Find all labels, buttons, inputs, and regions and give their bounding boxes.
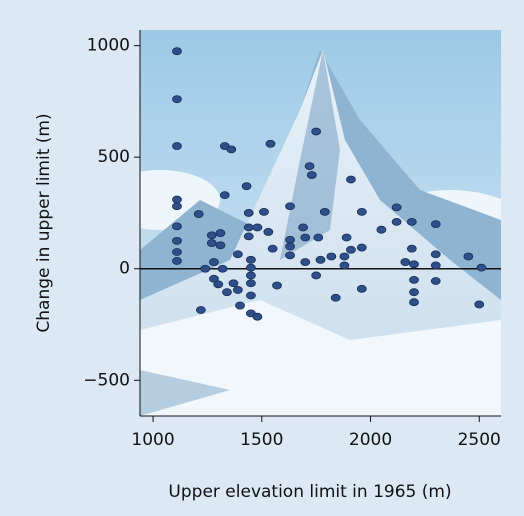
point — [215, 241, 226, 250]
point — [265, 139, 276, 148]
point — [376, 225, 387, 234]
point — [300, 258, 311, 266]
point — [430, 261, 441, 270]
point — [209, 258, 219, 266]
point — [215, 229, 226, 237]
point — [206, 231, 217, 240]
point — [311, 271, 322, 280]
point — [315, 255, 326, 264]
point — [330, 293, 341, 302]
point — [285, 235, 295, 244]
y-tick-label: 0 — [119, 259, 130, 279]
point — [430, 220, 441, 229]
point — [319, 207, 330, 216]
point — [246, 291, 256, 300]
point — [172, 236, 182, 245]
point — [346, 175, 356, 184]
point — [326, 252, 337, 261]
point — [172, 142, 182, 150]
point — [298, 223, 309, 232]
x-tick-label: 1500 — [240, 430, 283, 450]
point — [406, 217, 417, 226]
point — [246, 263, 256, 272]
point — [243, 232, 254, 241]
point — [311, 127, 322, 136]
point — [306, 171, 317, 179]
point — [339, 261, 350, 270]
y-tick-label: −500 — [83, 370, 130, 390]
point — [193, 210, 204, 218]
point — [313, 233, 324, 242]
point — [463, 252, 474, 261]
point — [209, 274, 219, 283]
point — [300, 233, 311, 242]
point — [285, 251, 295, 260]
x-tick-label: 2500 — [458, 430, 501, 450]
point — [356, 284, 367, 293]
point — [356, 243, 367, 252]
point — [304, 162, 315, 171]
point — [172, 222, 182, 231]
point — [241, 182, 252, 191]
point — [206, 239, 217, 247]
point — [272, 281, 282, 290]
point — [263, 228, 274, 236]
point — [409, 298, 419, 307]
point — [172, 257, 182, 265]
point — [200, 264, 211, 273]
point — [341, 233, 352, 242]
point — [406, 244, 417, 253]
point — [195, 306, 206, 314]
point — [409, 260, 419, 269]
y-axis-label: Change in upper limit (m) — [34, 113, 54, 332]
point — [172, 95, 182, 104]
point — [430, 250, 441, 259]
point — [285, 202, 295, 211]
point — [222, 288, 232, 297]
point — [172, 47, 182, 56]
point — [252, 223, 263, 232]
point — [232, 250, 243, 259]
point — [226, 145, 237, 154]
plot-background — [140, 30, 501, 416]
x-tick-label: 1000 — [131, 430, 174, 450]
point — [246, 279, 256, 288]
y-tick-label: 500 — [98, 147, 130, 167]
point — [172, 195, 182, 204]
point — [213, 280, 224, 289]
point — [391, 217, 402, 226]
x-tick-label: 2000 — [349, 430, 392, 450]
point — [285, 242, 295, 251]
x-axis-label: Upper elevation limit in 1965 (m) — [168, 482, 451, 502]
point — [246, 255, 256, 264]
point — [409, 275, 419, 284]
point — [243, 223, 254, 232]
point — [400, 258, 411, 266]
point — [219, 191, 230, 200]
point — [430, 277, 441, 285]
point — [356, 207, 367, 216]
point — [259, 207, 269, 216]
point — [172, 202, 182, 211]
point — [217, 264, 228, 273]
point — [409, 288, 419, 297]
point — [252, 312, 263, 321]
y-tick-label: 1000 — [87, 36, 130, 56]
point — [243, 209, 254, 217]
point — [235, 301, 245, 310]
point — [246, 271, 256, 280]
point — [172, 248, 182, 256]
point — [232, 286, 243, 294]
point — [228, 279, 239, 288]
point — [267, 244, 278, 253]
point — [474, 300, 485, 309]
point — [476, 263, 487, 272]
point — [339, 252, 350, 261]
point — [391, 203, 402, 212]
point — [346, 245, 356, 254]
